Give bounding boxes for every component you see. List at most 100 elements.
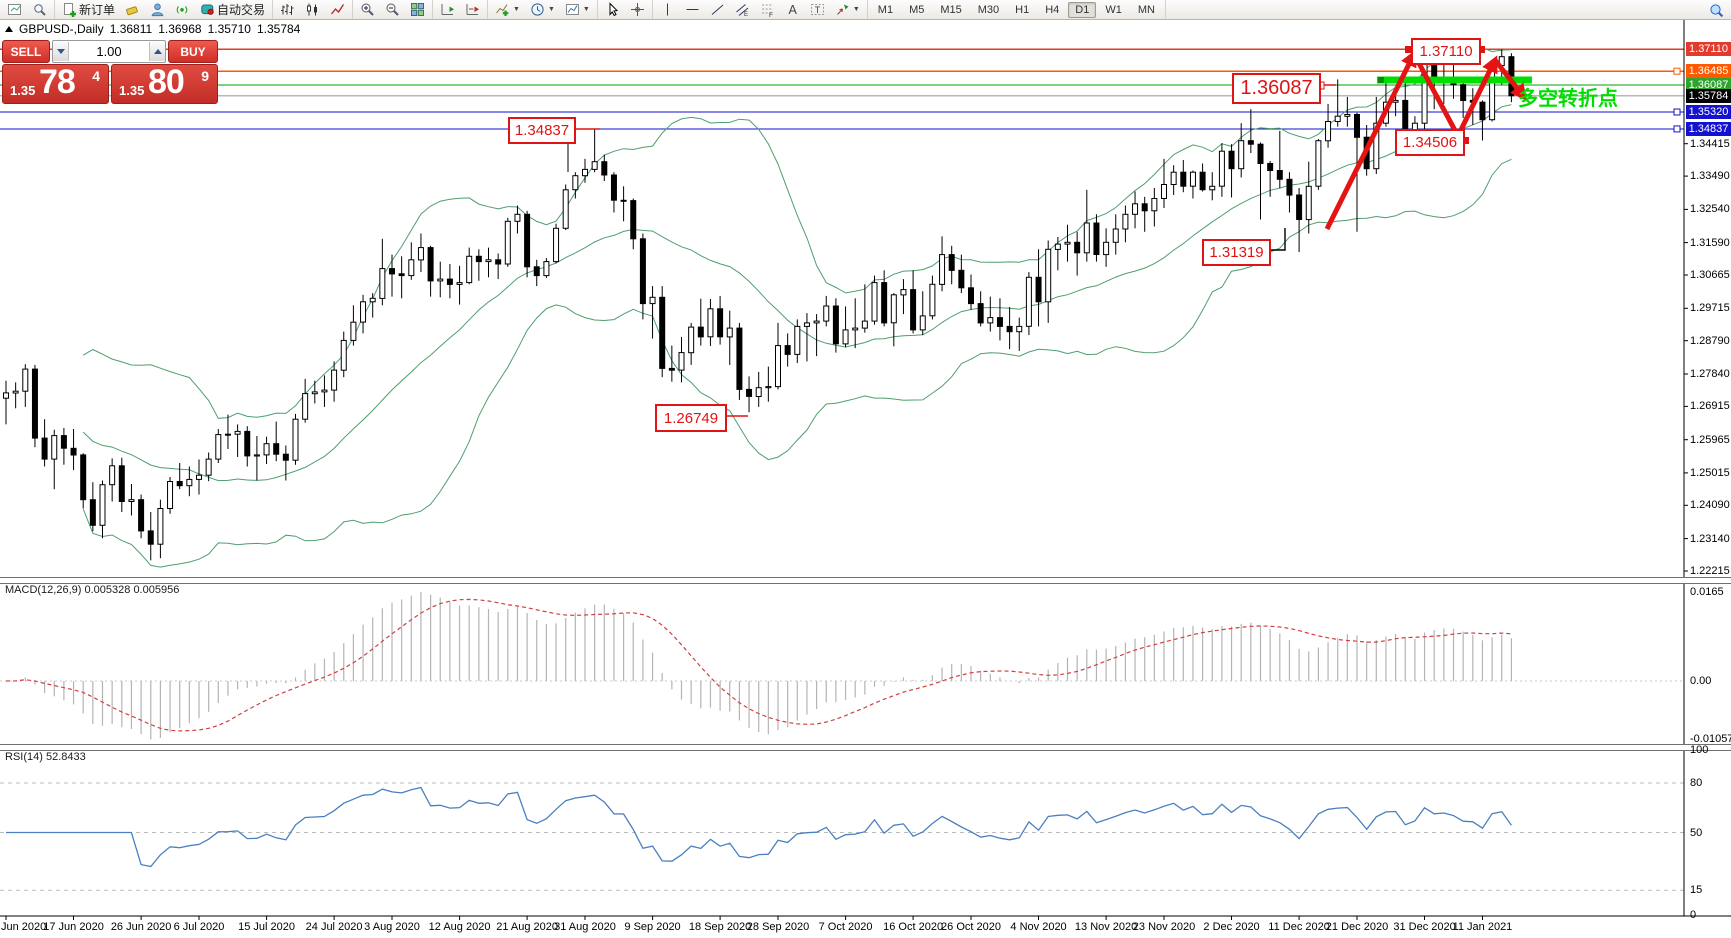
volume-increase-button[interactable] (149, 42, 165, 61)
auto-trading-button[interactable]: 自动交易 (196, 0, 269, 20)
date-axis-tick[interactable]: 26 Jun 2020 (110, 921, 172, 933)
annotation-high-1-37110[interactable]: 1.37110 (1411, 38, 1481, 65)
new-order-button[interactable]: 新订单 (58, 0, 119, 20)
price-axis-tick[interactable]: 1.32540 (1690, 203, 1730, 216)
bar-chart-button[interactable] (276, 0, 299, 19)
templates-button[interactable]: ▼ (561, 0, 594, 19)
fibonacci-button[interactable]: F (756, 0, 779, 19)
timeframe-m1[interactable]: M1 (877, 3, 894, 16)
market-watch-button[interactable] (28, 0, 51, 19)
price-axis-tick[interactable]: 1.30665 (1690, 269, 1730, 282)
chart-shift-button[interactable] (461, 0, 484, 19)
volume-decrease-button[interactable] (53, 42, 69, 61)
price-axis-tick[interactable]: 1.31590 (1690, 236, 1730, 249)
text-label-button[interactable]: T (806, 0, 829, 19)
ask-quote-panel[interactable]: 1.35 80 9 (111, 64, 218, 104)
date-axis-tick[interactable]: 15 Jul 2020 (238, 921, 295, 933)
text-button[interactable]: A (781, 0, 804, 19)
zoom-out-button[interactable] (381, 0, 404, 19)
rsi-axis-tick[interactable]: 100 (1690, 744, 1709, 756)
crosshair-button[interactable] (626, 0, 649, 19)
periods-button[interactable]: ▼ (526, 0, 559, 19)
price-axis-tick[interactable]: 1.24090 (1690, 499, 1730, 512)
date-axis-tick[interactable]: 7 Oct 2020 (818, 921, 873, 933)
price-axis-tick[interactable]: 1.26915 (1690, 400, 1730, 413)
bid-quote-panel[interactable]: 1.35 78 4 (2, 64, 109, 104)
date-axis-tick[interactable]: 24 Jul 2020 (305, 921, 363, 933)
price-axis-tick[interactable]: 1.25965 (1690, 433, 1730, 446)
timeframe-m30[interactable]: M30 (977, 3, 1000, 16)
rsi-axis-tick[interactable]: 50 (1690, 826, 1703, 839)
date-axis-tick[interactable]: Jun 2020 (1, 921, 47, 933)
date-axis-tick[interactable]: 18 Sep 2020 (688, 921, 752, 933)
date-axis-tick[interactable]: 31 Dec 2020 (1393, 921, 1456, 933)
cn-annotation-text[interactable]: 多空转折点 (1518, 88, 1618, 110)
eraser-button[interactable] (121, 0, 144, 19)
date-axis-tick[interactable]: 12 Aug 2020 (428, 921, 491, 933)
price-axis-tick[interactable]: 1.34415 (1690, 137, 1730, 150)
indicators-button[interactable]: ▼ (491, 0, 524, 19)
timeframe-w1[interactable]: W1 (1105, 3, 1122, 16)
date-axis-tick[interactable]: 9 Sep 2020 (624, 921, 681, 933)
date-axis-tick[interactable]: 16 Oct 2020 (883, 921, 944, 933)
trendline-button[interactable] (706, 0, 729, 19)
annotation-level-1-36087[interactable]: 1.36087 (1232, 73, 1321, 104)
macd-axis-tick[interactable]: 0.0165 (1690, 586, 1724, 598)
date-axis-tick[interactable]: 23 Nov 2020 (1132, 921, 1196, 933)
date-axis-tick[interactable]: 6 Jul 2020 (173, 921, 225, 933)
rsi-axis-tick[interactable]: 15 (1690, 884, 1703, 897)
date-axis-tick[interactable]: 11 Dec 2020 (1268, 921, 1330, 933)
signal-button[interactable] (171, 0, 194, 19)
rsi-axis-tick[interactable]: 80 (1690, 777, 1703, 789)
price-axis-tick[interactable]: 1.33490 (1690, 170, 1730, 183)
price-axis-tick[interactable]: 1.23140 (1690, 532, 1730, 545)
date-axis-tick[interactable]: 4 Nov 2020 (1010, 921, 1067, 933)
candlestick-chart-button[interactable] (301, 0, 324, 19)
buy-button[interactable]: BUY (168, 40, 218, 63)
date-axis-tick[interactable]: 26 Oct 2020 (941, 921, 1001, 933)
tile-windows-button[interactable] (406, 0, 429, 19)
arrows-button[interactable]: ▼ (831, 0, 864, 19)
search-web-button[interactable] (1705, 1, 1728, 20)
horizontal-line-button[interactable] (681, 0, 704, 19)
date-axis-tick[interactable]: 17 Jun 2020 (43, 921, 104, 933)
macd-axis-tick[interactable]: 0.00 (1690, 675, 1712, 687)
annotation-level-1-34837[interactable]: 1.34837 (508, 117, 576, 144)
timeframe-h1[interactable]: H1 (1015, 3, 1030, 16)
price-axis-tick[interactable]: 1.27840 (1690, 367, 1730, 380)
annotation-low-1-31319[interactable]: 1.31319 (1202, 239, 1271, 266)
date-axis-tick[interactable]: 21 Dec 2020 (1325, 921, 1389, 933)
new-chart-button[interactable] (3, 0, 26, 19)
date-axis-tick[interactable]: 11 Jan 2021 (1452, 921, 1513, 933)
line-chart-button[interactable] (326, 0, 349, 19)
timeframe-m15[interactable]: M15 (940, 3, 962, 16)
volume-value[interactable]: 1.00 (96, 44, 122, 59)
date-axis-tick[interactable]: 31 Aug 2020 (554, 921, 616, 933)
date-axis-tick[interactable]: 2 Dec 2020 (1203, 921, 1260, 933)
annotation-low-1-26749[interactable]: 1.26749 (655, 404, 727, 432)
date-axis-tick[interactable]: 21 Aug 2020 (496, 921, 558, 933)
timeframe-m5[interactable]: M5 (909, 3, 925, 16)
volume-stepper[interactable]: 1.00 (52, 40, 166, 63)
date-axis-tick[interactable]: 3 Aug 2020 (364, 921, 420, 933)
pane-separator-rsi[interactable] (0, 744, 1731, 751)
cursor-button[interactable] (601, 0, 624, 19)
rsi-axis-tick[interactable]: 0 (1690, 909, 1697, 921)
price-axis-tick[interactable]: 1.25015 (1690, 466, 1730, 479)
sell-button[interactable]: SELL (2, 40, 50, 63)
zoom-in-button[interactable] (356, 0, 379, 19)
price-axis-tick[interactable]: 1.28790 (1690, 334, 1730, 347)
vertical-line-button[interactable] (656, 0, 679, 19)
profile-button[interactable] (146, 0, 169, 19)
channel-button[interactable]: E (731, 0, 754, 19)
price-axis-tick[interactable]: 1.22215 (1690, 565, 1730, 578)
date-axis-tick[interactable]: 28 Sep 2020 (746, 921, 810, 933)
price-axis-tick[interactable]: 1.29715 (1690, 302, 1730, 315)
annotation-low-1-34506[interactable]: 1.34506 (1395, 129, 1465, 156)
timeframe-mn[interactable]: MN (1137, 3, 1155, 16)
pane-separator-macd[interactable] (0, 577, 1731, 584)
timeframe-h4[interactable]: H4 (1045, 3, 1060, 16)
timeframe-d1[interactable]: D1 (1068, 1, 1097, 18)
